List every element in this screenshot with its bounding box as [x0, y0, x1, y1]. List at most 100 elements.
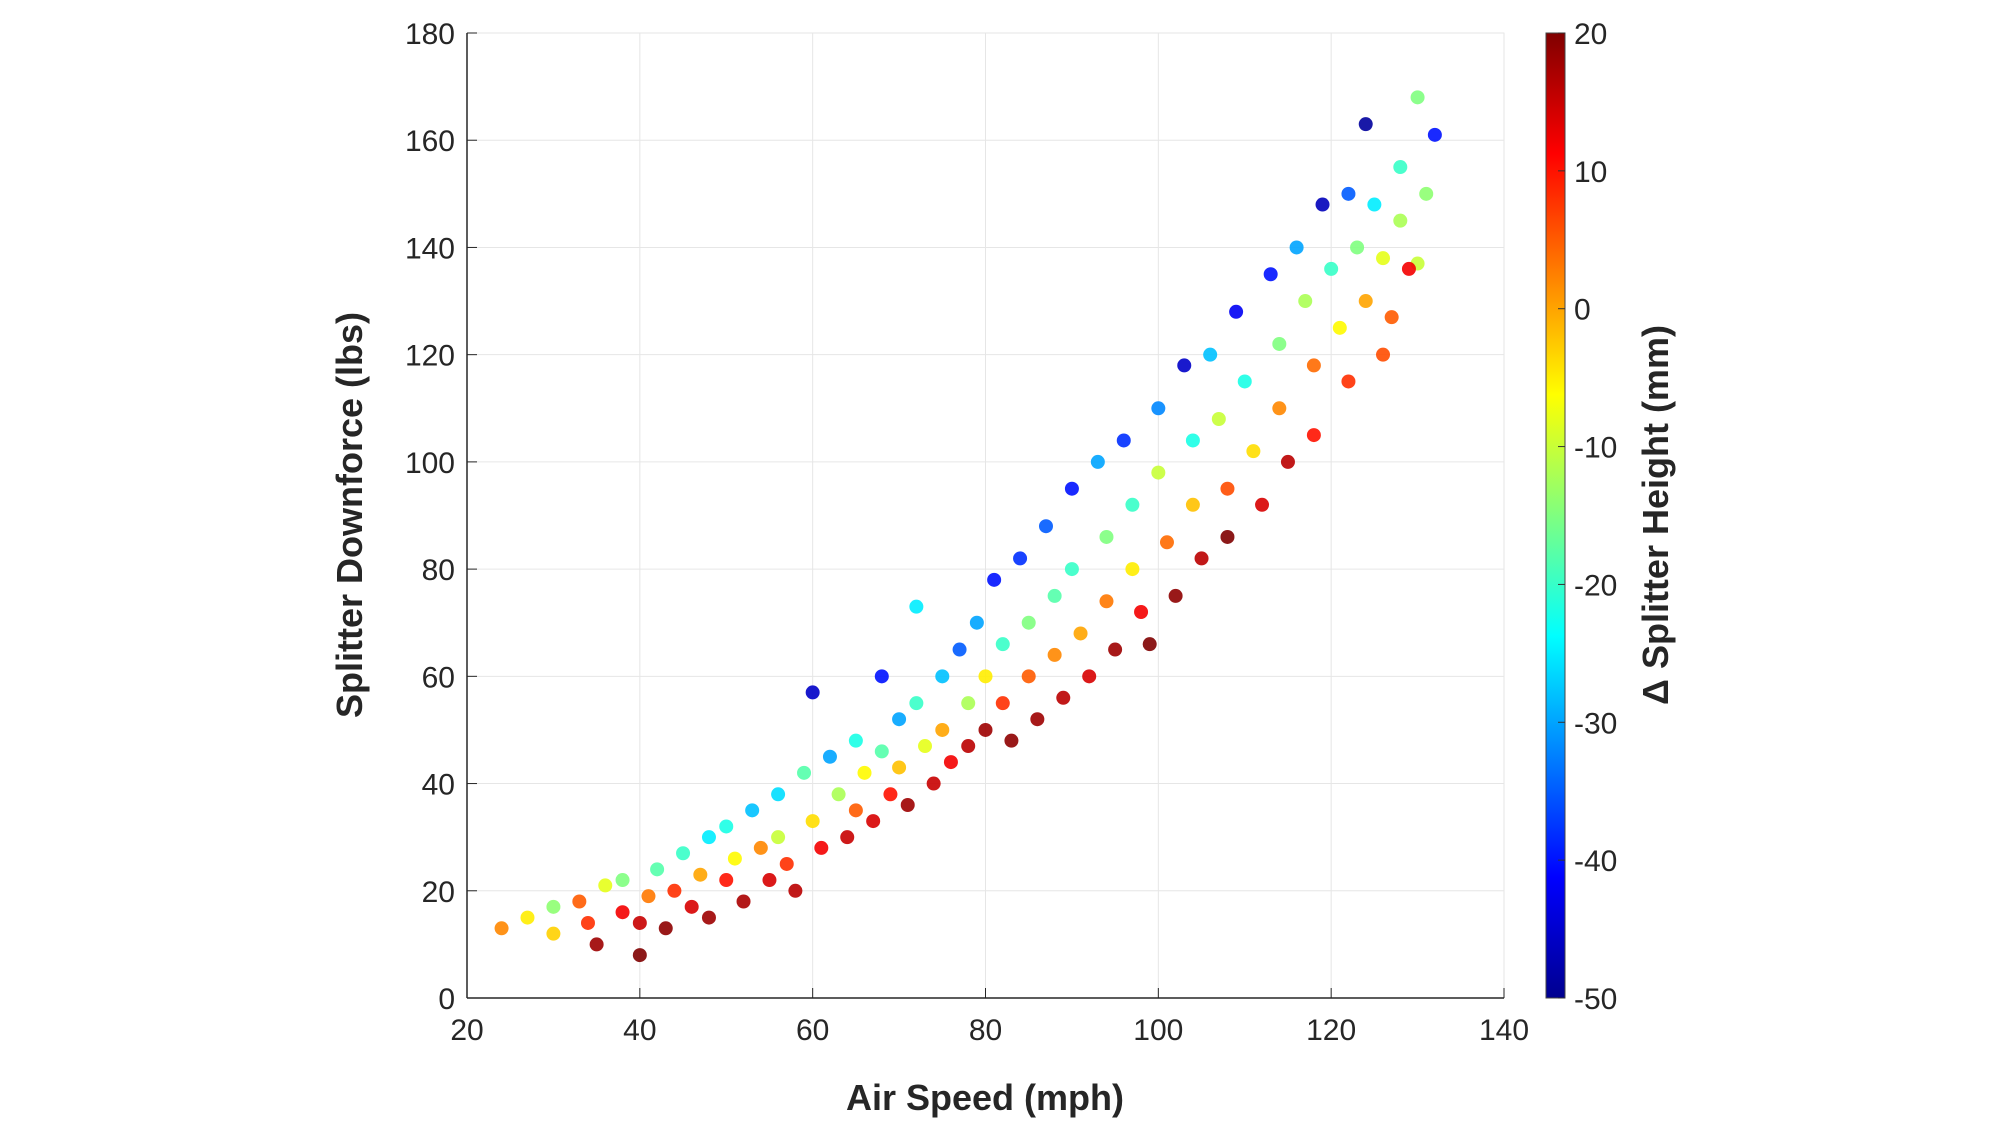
data-point: [1151, 401, 1166, 416]
x-tick-label: 140: [1479, 1014, 1529, 1047]
data-point: [1168, 588, 1183, 603]
data-point: [779, 856, 794, 871]
data-point: [1013, 551, 1028, 566]
data-point: [822, 749, 837, 764]
data-point: [935, 722, 950, 737]
data-point: [1021, 669, 1036, 684]
data-point: [1047, 588, 1062, 603]
data-point: [1289, 240, 1304, 255]
data-point: [1306, 358, 1321, 373]
data-point: [1194, 551, 1209, 566]
x-tick-label: 20: [450, 1014, 483, 1047]
data-point: [589, 937, 604, 952]
x-axis-label: Air Speed (mph): [846, 1077, 1124, 1118]
data-point: [650, 862, 665, 877]
colorbar-tick-label: -50: [1574, 983, 1617, 1016]
y-tick-label: 160: [405, 125, 455, 158]
colorbar-label: Δ Splitter Height (mm): [1635, 325, 1676, 705]
data-point: [1151, 465, 1166, 480]
data-point: [848, 803, 863, 818]
data-point: [598, 878, 613, 893]
data-point: [1220, 529, 1235, 544]
data-point: [771, 787, 786, 802]
data-point: [978, 722, 993, 737]
data-point: [814, 840, 829, 855]
data-point: [1255, 497, 1270, 512]
x-tick-label: 40: [623, 1014, 656, 1047]
data-point: [615, 873, 630, 888]
data-point: [546, 899, 561, 914]
colorbar: -50 -40 -30 -20 -10 0 10 20: [1545, 18, 1617, 1016]
colorbar-gradient: [1545, 32, 1566, 999]
data-point: [1229, 304, 1244, 319]
data-point: [1306, 428, 1321, 443]
data-point: [1367, 197, 1382, 212]
data-point: [701, 910, 716, 925]
data-point: [667, 883, 682, 898]
data-point: [1116, 433, 1131, 448]
data-point: [1099, 529, 1114, 544]
x-tick-label: 60: [796, 1014, 829, 1047]
colorbar-tick-label: -30: [1574, 707, 1617, 740]
data-point: [632, 915, 647, 930]
data-point: [1185, 433, 1200, 448]
data-point: [1419, 186, 1434, 201]
data-point: [1099, 594, 1114, 609]
y-tick-label: 60: [422, 661, 455, 694]
data-point: [572, 894, 587, 909]
data-point: [1038, 519, 1053, 534]
data-point: [1125, 562, 1140, 577]
data-point: [1315, 197, 1330, 212]
data-point: [494, 921, 509, 936]
data-point: [805, 685, 820, 700]
data-point: [1004, 733, 1019, 748]
data-point: [1030, 712, 1045, 727]
data-point: [1272, 401, 1287, 416]
data-point: [546, 926, 561, 941]
data-point: [857, 765, 872, 780]
data-point: [1134, 605, 1149, 619]
x-tick-label: 120: [1306, 1014, 1356, 1047]
y-tick-label: 100: [405, 447, 455, 480]
y-axis-label: Splitter Downforce (lbs): [329, 312, 370, 718]
data-point: [1410, 90, 1425, 105]
data-point: [1177, 358, 1192, 373]
data-point: [1332, 320, 1347, 335]
data-point: [788, 883, 803, 898]
grid-lines: [466, 32, 1505, 999]
data-point: [926, 776, 941, 791]
x-tick-label: 80: [969, 1014, 1002, 1047]
data-point: [1298, 294, 1313, 309]
data-point: [1384, 310, 1399, 325]
data-point: [874, 744, 889, 759]
data-point: [900, 798, 915, 812]
data-point: [961, 739, 976, 754]
data-point: [1341, 186, 1356, 201]
data-point: [892, 712, 907, 727]
data-point: [1220, 481, 1235, 496]
data-point: [840, 830, 855, 845]
data-point: [745, 803, 760, 818]
data-point: [1073, 626, 1088, 641]
data-point: [727, 851, 742, 866]
data-point: [943, 755, 958, 770]
data-point: [805, 814, 820, 829]
x-tick-label: 100: [1133, 1014, 1183, 1047]
colorbar-tick-label: 10: [1574, 156, 1607, 189]
data-point: [1393, 213, 1408, 228]
colorbar-tick-label: 0: [1574, 294, 1591, 327]
data-point: [874, 669, 889, 684]
data-point: [676, 846, 691, 861]
data-point: [1108, 642, 1123, 657]
data-point: [1350, 240, 1365, 255]
data-point: [995, 696, 1010, 711]
data-point: [1393, 160, 1408, 175]
data-point: [701, 830, 716, 845]
data-point: [1185, 497, 1200, 512]
data-point: [892, 760, 907, 775]
data-point: [961, 696, 976, 711]
colorbar-tick-label: -20: [1574, 569, 1617, 602]
data-point: [520, 910, 535, 925]
y-tick-label: 80: [422, 554, 455, 587]
y-tick-label: 20: [422, 876, 455, 909]
